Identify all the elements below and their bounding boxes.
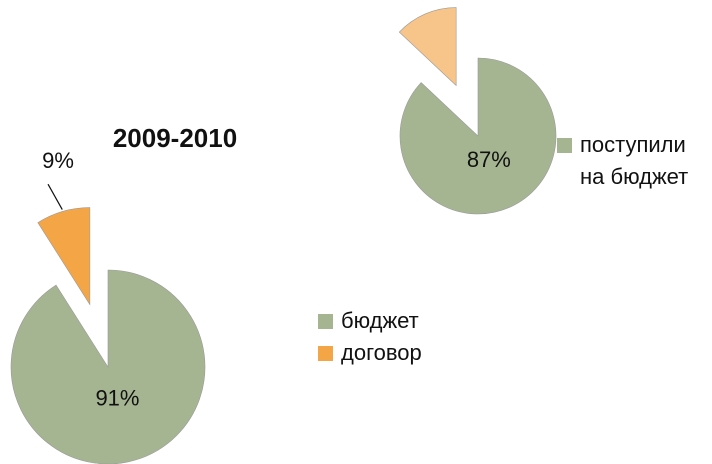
pie-slice	[37, 207, 91, 306]
leader-line	[47, 183, 63, 210]
pie-slice	[399, 57, 557, 215]
legend-item: договор	[318, 337, 478, 369]
pie-slice	[398, 7, 457, 87]
chart-title: 2009-2010	[113, 123, 237, 153]
legend: поступили на бюджет	[557, 129, 697, 193]
data-label: 9%	[42, 148, 74, 173]
legend: бюджет договор	[318, 305, 478, 369]
legend-label: бюджет	[341, 308, 419, 333]
data-label: 87%	[467, 147, 511, 172]
legend-swatch	[318, 314, 333, 329]
pie-slice	[10, 269, 206, 464]
data-label: 91%	[95, 385, 139, 410]
legend-label: поступили на бюджет	[580, 132, 689, 189]
legend-label: договор	[341, 340, 422, 365]
legend-swatch	[557, 138, 572, 153]
legend-swatch	[318, 346, 333, 361]
legend-item: бюджет	[318, 305, 478, 337]
legend-item: поступили на бюджет	[557, 129, 697, 193]
